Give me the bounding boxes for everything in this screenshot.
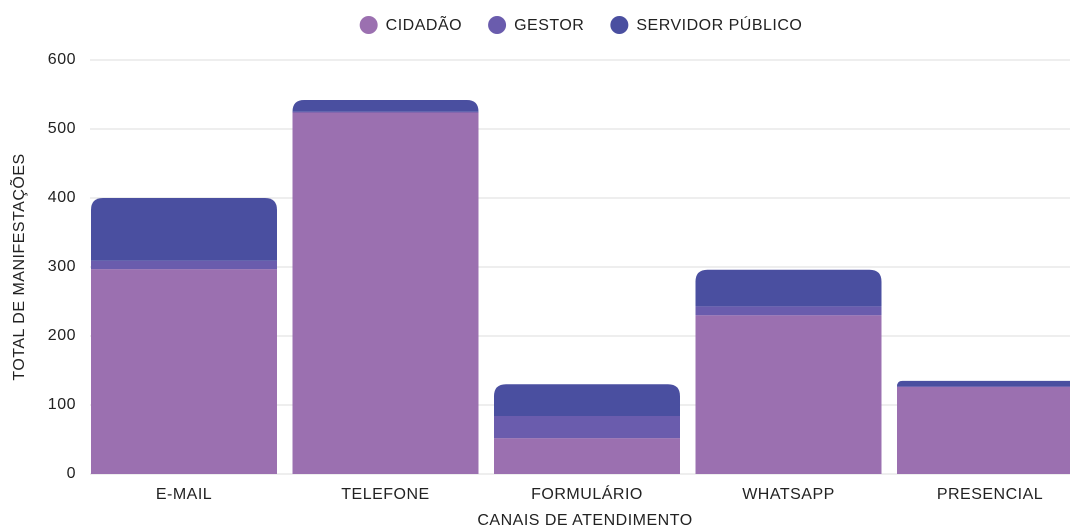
x-axis-title: CANAIS DE ATENDIMENTO <box>477 512 692 529</box>
x-tick-label: WHATSAPP <box>742 486 835 503</box>
bar-segment <box>897 380 1070 387</box>
y-tick-label: 300 <box>48 258 76 275</box>
bar-segment <box>494 438 680 474</box>
legend-marker <box>610 16 629 34</box>
bar-segment <box>695 315 882 474</box>
y-tick-label: 0 <box>67 465 76 482</box>
bar-segment <box>91 260 277 270</box>
y-tick-label: 100 <box>48 396 76 413</box>
bar-segment <box>695 269 882 307</box>
bar-segment <box>897 386 1070 388</box>
x-tick-label: PRESENCIAL <box>937 486 1043 503</box>
y-tick-label: 600 <box>48 51 76 68</box>
bar-segment <box>494 384 680 417</box>
y-tick-label: 400 <box>48 189 76 206</box>
legend-label: SERVIDOR PÚBLICO <box>636 15 802 34</box>
bar-segment <box>292 111 479 113</box>
bar-segment <box>695 306 882 316</box>
bar-segment <box>494 416 680 439</box>
y-axis-title: TOTAL DE MANIFESTAÇÕES <box>8 153 28 380</box>
x-tick-label: FORMULÁRIO <box>531 484 643 503</box>
bar-segment <box>91 269 277 474</box>
legend-marker <box>359 16 378 34</box>
bar-segment <box>292 112 479 474</box>
bar-segment <box>292 100 479 112</box>
legend: CIDADÃO GESTOR SERVIDOR PÚBLICO <box>359 14 802 34</box>
bar-segment <box>897 387 1070 474</box>
legend-label: CIDADÃO <box>386 14 462 34</box>
bar-segment <box>91 198 277 261</box>
legend-marker <box>488 16 507 34</box>
y-tick-label: 200 <box>48 327 76 344</box>
x-tick-label: TELEFONE <box>341 486 429 503</box>
legend-label: GESTOR <box>514 17 584 34</box>
y-tick-label: 500 <box>48 120 76 137</box>
x-tick-label: E-MAIL <box>156 486 212 503</box>
